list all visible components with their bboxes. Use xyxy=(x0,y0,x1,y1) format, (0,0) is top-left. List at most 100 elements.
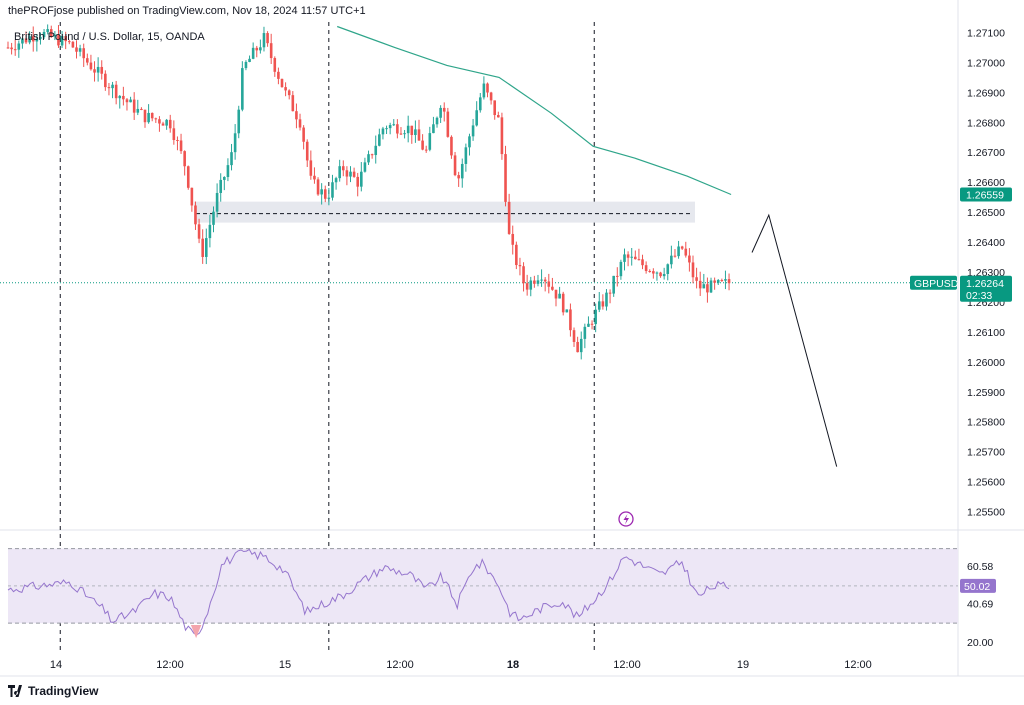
candle-body xyxy=(71,41,75,48)
moving-average-line xyxy=(336,25,732,196)
candle-body xyxy=(450,136,453,156)
symbol-label: GBPUSD xyxy=(914,278,959,290)
candle-body xyxy=(615,275,619,277)
price-tick-label: 1.25500 xyxy=(967,507,1005,519)
alert-icon[interactable] xyxy=(618,511,634,527)
candle-body xyxy=(489,92,493,101)
candle-body xyxy=(533,280,536,284)
candle-body xyxy=(432,124,435,134)
candle-body xyxy=(349,171,352,177)
candle-body xyxy=(46,29,49,32)
candle-body xyxy=(540,279,543,281)
candle-body xyxy=(367,154,370,163)
candle-body xyxy=(179,140,183,152)
price-tick-label: 1.25700 xyxy=(967,447,1005,459)
candle-body xyxy=(370,154,374,156)
candle-body xyxy=(67,41,71,43)
candle-body xyxy=(381,128,385,135)
candle-body xyxy=(277,71,280,79)
candle-body xyxy=(579,338,583,353)
candle-body xyxy=(529,280,533,290)
price-tick-label: 1.25900 xyxy=(967,387,1005,399)
candle-body xyxy=(10,47,13,50)
candle-body xyxy=(709,280,713,293)
candle-body xyxy=(6,47,10,49)
time-axis[interactable]: 14 12:00 15 12:00 18 12:00 19 12:00 xyxy=(50,659,872,671)
rsi-line xyxy=(7,548,730,636)
time-tick-label: 15 xyxy=(279,659,291,671)
candle-body xyxy=(295,111,298,120)
candle-body xyxy=(518,265,522,267)
candle-body xyxy=(57,34,60,46)
candle-body xyxy=(316,179,320,195)
candle-body xyxy=(702,284,706,289)
candle-body xyxy=(21,38,24,44)
price-tick-label: 1.26800 xyxy=(967,117,1005,129)
candle-body xyxy=(150,112,154,119)
candle-body xyxy=(107,87,111,89)
candle-body xyxy=(630,256,634,258)
tradingview-brand[interactable]: TradingView xyxy=(8,684,98,698)
candle-body xyxy=(417,129,421,141)
candle-body xyxy=(96,66,100,73)
price-tick-label: 1.25800 xyxy=(967,417,1005,429)
candle-body xyxy=(410,125,414,136)
candle-body xyxy=(601,301,605,307)
candle-series xyxy=(6,24,731,360)
candle-body xyxy=(677,246,680,257)
candle-body xyxy=(305,141,309,161)
candle-body xyxy=(511,233,515,245)
price-tick-label: 1.26900 xyxy=(967,87,1005,99)
candle-body xyxy=(684,248,688,256)
candle-body xyxy=(241,68,244,110)
candle-body xyxy=(363,162,367,172)
rsi-tick-label: 60.58 xyxy=(967,561,993,573)
candle-body xyxy=(680,246,684,249)
projection-path[interactable] xyxy=(751,213,838,467)
candle-body xyxy=(392,124,396,126)
candle-body xyxy=(39,37,42,39)
candle-body xyxy=(143,109,147,123)
candle-body xyxy=(497,115,500,118)
candle-body xyxy=(554,289,558,299)
candle-body xyxy=(215,192,219,212)
candle-body xyxy=(619,261,623,277)
candle-body xyxy=(259,47,262,51)
candle-body xyxy=(641,259,644,266)
candle-body xyxy=(345,170,349,177)
candle-body xyxy=(78,48,82,52)
price-axis[interactable]: 1.27100 1.27000 1.26900 1.26800 1.26700 1.266… xyxy=(967,27,1005,648)
price-tick-label: 1.25600 xyxy=(967,477,1005,489)
candle-body xyxy=(515,244,518,266)
candle-body xyxy=(100,66,104,74)
candle-body xyxy=(186,166,190,188)
candle-body xyxy=(86,58,89,63)
candle-body xyxy=(64,35,67,42)
candle-body xyxy=(583,326,587,339)
candle-body xyxy=(471,125,475,137)
supply-zone-box xyxy=(194,201,695,223)
candle-body xyxy=(49,29,53,37)
candle-body xyxy=(587,323,590,327)
candle-body xyxy=(125,99,129,103)
rsi-value-label: 50.02 xyxy=(964,581,990,593)
candle-body xyxy=(320,189,323,195)
candle-body xyxy=(204,238,208,257)
candle-body xyxy=(691,262,695,278)
candle-body xyxy=(287,90,291,96)
candle-body xyxy=(327,197,331,199)
brand-name: TradingView xyxy=(28,684,99,698)
candle-body xyxy=(421,140,424,150)
time-tick-label: 12:00 xyxy=(844,659,872,671)
moving-average xyxy=(0,25,958,284)
candle-body xyxy=(457,175,460,179)
countdown-label: 02:33 xyxy=(966,290,992,302)
candle-body xyxy=(122,95,125,100)
last-price-label: 1.26264 xyxy=(966,278,1004,290)
symbol-tag xyxy=(910,275,957,290)
candle-body xyxy=(251,47,255,59)
supply-zone[interactable] xyxy=(194,201,695,223)
candle-body xyxy=(525,283,529,290)
